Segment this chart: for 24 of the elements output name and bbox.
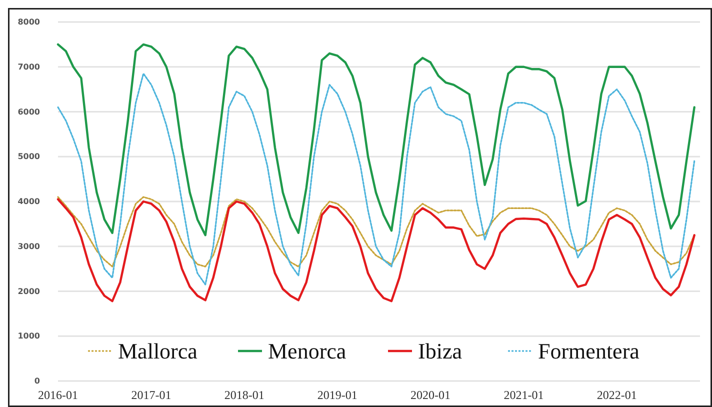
y-tick-label: 8000 bbox=[18, 18, 40, 27]
x-tick-label: 2022-01 bbox=[596, 388, 637, 402]
legend-label: Mallorca bbox=[118, 338, 198, 364]
y-tick-label: 5000 bbox=[18, 152, 40, 162]
x-tick-label: 2020-01 bbox=[410, 388, 450, 402]
y-tick-label: 3000 bbox=[18, 242, 40, 251]
y-tick-label: 4000 bbox=[18, 197, 40, 206]
x-tick-label: 2018-01 bbox=[224, 388, 264, 402]
x-tick-label: 2017-01 bbox=[131, 388, 172, 402]
y-tick-label: 1000 bbox=[18, 332, 40, 341]
y-tick-label: 7000 bbox=[18, 62, 40, 72]
legend-label: Menorca bbox=[268, 338, 346, 364]
line-series bbox=[57, 72, 696, 286]
legend-label: Ibiza bbox=[418, 338, 462, 364]
y-tick-label: 0 bbox=[34, 376, 40, 386]
x-tick-label: 2019-01 bbox=[317, 388, 358, 402]
line-series bbox=[56, 198, 696, 302]
line-series bbox=[56, 43, 696, 236]
y-tick-label: 2000 bbox=[18, 286, 40, 296]
x-tick-label: 2016-01 bbox=[38, 388, 78, 402]
y-tick-label: 6000 bbox=[18, 107, 40, 116]
x-tick-label: 2021-01 bbox=[504, 388, 544, 402]
legend-label: Formentera bbox=[538, 338, 640, 364]
line-series bbox=[57, 196, 696, 268]
